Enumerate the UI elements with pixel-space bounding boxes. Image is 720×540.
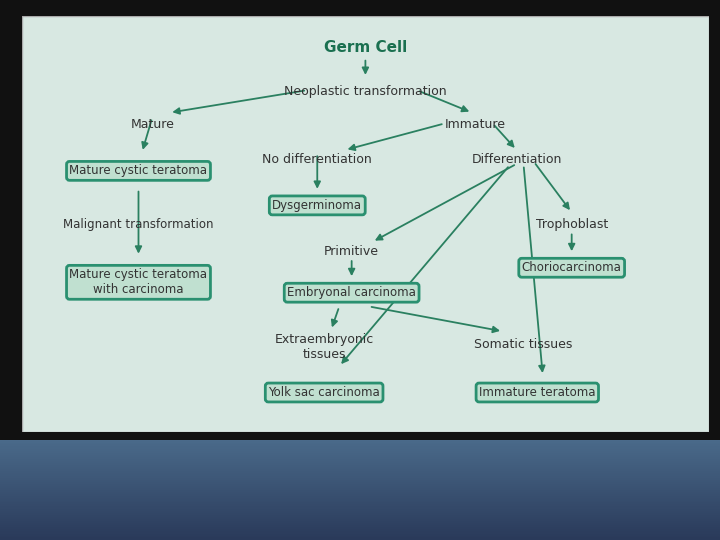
Text: Choriocarcinoma: Choriocarcinoma bbox=[522, 261, 621, 274]
Text: Mature cystic teratoma: Mature cystic teratoma bbox=[70, 164, 207, 177]
Text: Malignant transformation: Malignant transformation bbox=[63, 218, 214, 231]
Text: Primitive: Primitive bbox=[324, 245, 379, 258]
Text: Neoplastic transformation: Neoplastic transformation bbox=[284, 85, 446, 98]
Text: Trophoblast: Trophoblast bbox=[536, 218, 608, 231]
Text: Immature teratoma: Immature teratoma bbox=[479, 386, 595, 399]
Text: Extraembryonic
tissues: Extraembryonic tissues bbox=[274, 333, 374, 361]
Text: Differentiation: Differentiation bbox=[472, 153, 562, 166]
Text: tumors of germ cell origin: tumors of germ cell origin bbox=[36, 91, 445, 119]
Text: Germ Cell: Germ Cell bbox=[324, 40, 407, 55]
Text: Mature cystic teratoma
with carcinoma: Mature cystic teratoma with carcinoma bbox=[70, 268, 207, 296]
FancyBboxPatch shape bbox=[22, 16, 709, 432]
Text: Mature: Mature bbox=[130, 118, 174, 131]
Text: Embryonal carcinoma: Embryonal carcinoma bbox=[287, 286, 416, 299]
Text: Histogenesis and inter-relationship of: Histogenesis and inter-relationship of bbox=[36, 35, 631, 63]
Text: No differentiation: No differentiation bbox=[262, 153, 372, 166]
Text: Yolk sac carcinoma: Yolk sac carcinoma bbox=[269, 386, 380, 399]
Text: Somatic tissues: Somatic tissues bbox=[474, 338, 572, 351]
Text: Immature: Immature bbox=[445, 118, 506, 131]
Text: Dysgerminoma: Dysgerminoma bbox=[272, 199, 362, 212]
